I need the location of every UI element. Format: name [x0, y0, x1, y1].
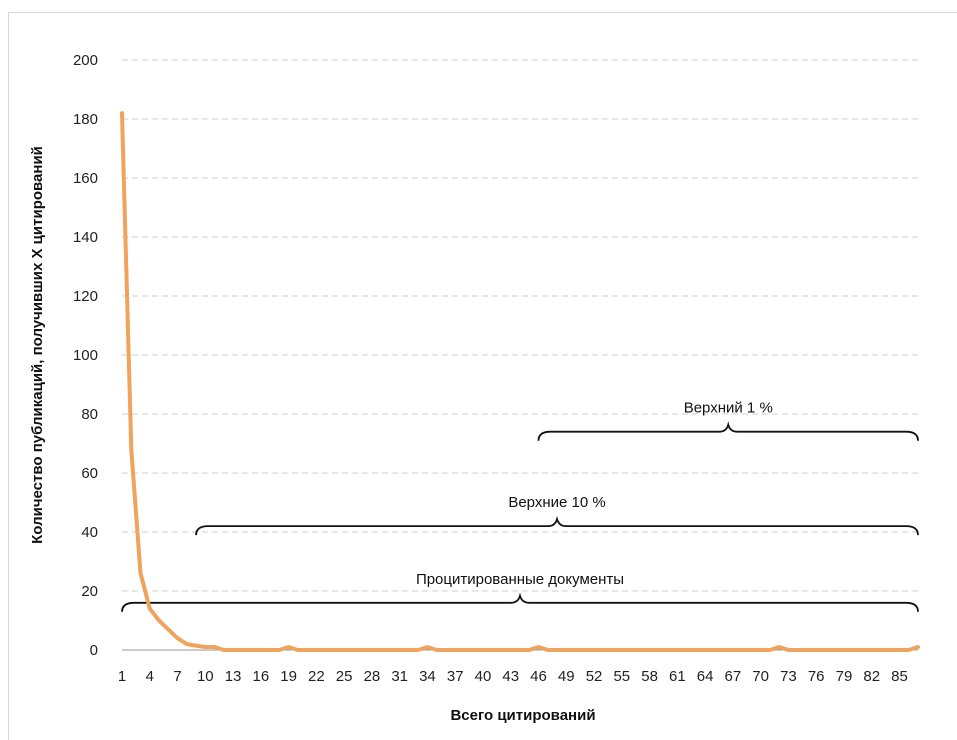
x-tick-label: 34	[419, 668, 436, 685]
x-tick-label: 52	[586, 668, 603, 685]
x-tick-label: 61	[669, 668, 686, 685]
x-tick-label: 70	[752, 668, 769, 685]
x-tick-label: 55	[613, 668, 630, 685]
x-tick-label: 64	[697, 668, 714, 685]
x-tick-label: 37	[447, 668, 464, 685]
x-tick-label: 7	[173, 668, 181, 685]
grid-lines	[122, 59, 918, 592]
annotations: Процитированные документы Верхние 10 % Вер…	[121, 400, 919, 612]
y-tick-label: 40	[81, 524, 98, 541]
x-tick-label: 25	[336, 668, 353, 685]
x-tick-label: 13	[225, 668, 242, 685]
x-tick-label: 82	[863, 668, 880, 685]
x-tick-label: 49	[558, 668, 575, 685]
y-tick-label: 200	[73, 52, 98, 69]
y-axis-ticks: 0 20 40 60 80 100 120 140 160 180 200	[73, 52, 98, 659]
x-tick-label: 46	[530, 668, 547, 685]
y-tick-label: 160	[73, 170, 98, 187]
y-tick-label: 60	[81, 465, 98, 482]
y-tick-label: 100	[73, 347, 98, 364]
x-tick-label: 43	[502, 668, 519, 685]
x-tick-label: 79	[836, 668, 853, 685]
x-tick-label: 73	[780, 668, 797, 685]
annotation-brace	[121, 592, 919, 612]
x-tick-label: 16	[252, 668, 269, 685]
annotation-label: Верхний 1 %	[684, 400, 773, 417]
x-tick-label: 76	[808, 668, 825, 685]
x-tick-label: 28	[364, 668, 381, 685]
x-tick-label: 31	[391, 668, 408, 685]
y-tick-label: 20	[81, 583, 98, 600]
annotation-label: Верхние 10 %	[508, 494, 605, 511]
chart-frame	[8, 12, 957, 740]
x-tick-label: 4	[146, 668, 154, 685]
y-tick-label: 0	[90, 642, 98, 659]
x-axis-ticks: 1 4 7 10 13 16 19 22 25 28 31 34 37 40 43 46 49 52 55 58 61 6…	[118, 668, 908, 685]
x-tick-label: 40	[475, 668, 492, 685]
annotation-brace	[537, 421, 919, 441]
annotation-brace	[195, 515, 919, 536]
y-axis-title: Количество публикаций, получивших X цити…	[29, 146, 46, 544]
y-tick-label: 80	[81, 406, 98, 423]
y-tick-label: 140	[73, 229, 98, 246]
x-tick-label: 85	[891, 668, 908, 685]
x-tick-label: 67	[725, 668, 742, 685]
x-tick-label: 19	[280, 668, 297, 685]
x-axis-title: Всего цитирований	[450, 707, 595, 724]
x-tick-label: 58	[641, 668, 658, 685]
annotation-label: Процитированные документы	[416, 571, 624, 588]
series-line	[120, 111, 920, 652]
y-tick-label: 120	[73, 288, 98, 305]
x-tick-label: 1	[118, 668, 126, 685]
y-tick-label: 180	[73, 111, 98, 128]
x-tick-label: 10	[197, 668, 214, 685]
x-tick-label: 22	[308, 668, 325, 685]
